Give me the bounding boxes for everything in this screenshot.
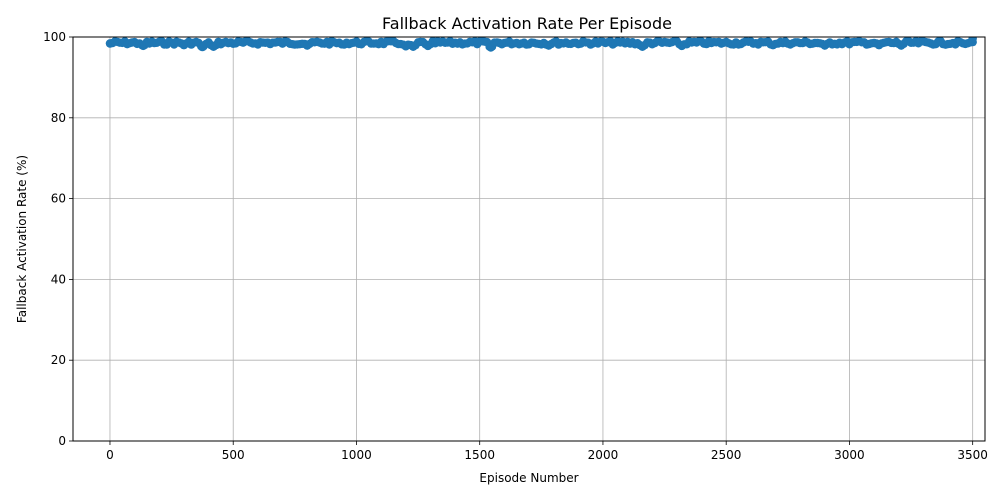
chart-title: Fallback Activation Rate Per Episode	[382, 14, 672, 33]
x-tick-label: 1000	[341, 448, 372, 462]
y-axis-ticks: 0 20 40 60 80 100	[43, 30, 73, 448]
y-tick-label: 40	[51, 272, 66, 286]
y-tick-label: 20	[51, 353, 66, 367]
y-tick-label: 80	[51, 111, 66, 125]
y-axis-title: Fallback Activation Rate (%)	[15, 155, 29, 323]
x-tick-label: 3000	[834, 448, 865, 462]
plot-frame	[72, 36, 986, 442]
x-axis-title: Episode Number	[479, 471, 578, 485]
data-series	[105, 37, 977, 52]
data-point	[968, 37, 977, 43]
y-tick-label: 100	[43, 30, 66, 44]
x-tick-label: 2000	[588, 448, 619, 462]
x-tick-label: 1500	[464, 448, 495, 462]
x-axis-ticks: 0 500 1000 1500 2000 2500 3000 3500	[106, 441, 988, 462]
y-tick-label: 60	[51, 192, 66, 206]
x-tick-label: 2500	[711, 448, 742, 462]
x-tick-label: 500	[222, 448, 245, 462]
y-tick-label: 0	[58, 434, 66, 448]
x-tick-label: 3500	[957, 448, 988, 462]
x-tick-label: 0	[106, 448, 114, 462]
